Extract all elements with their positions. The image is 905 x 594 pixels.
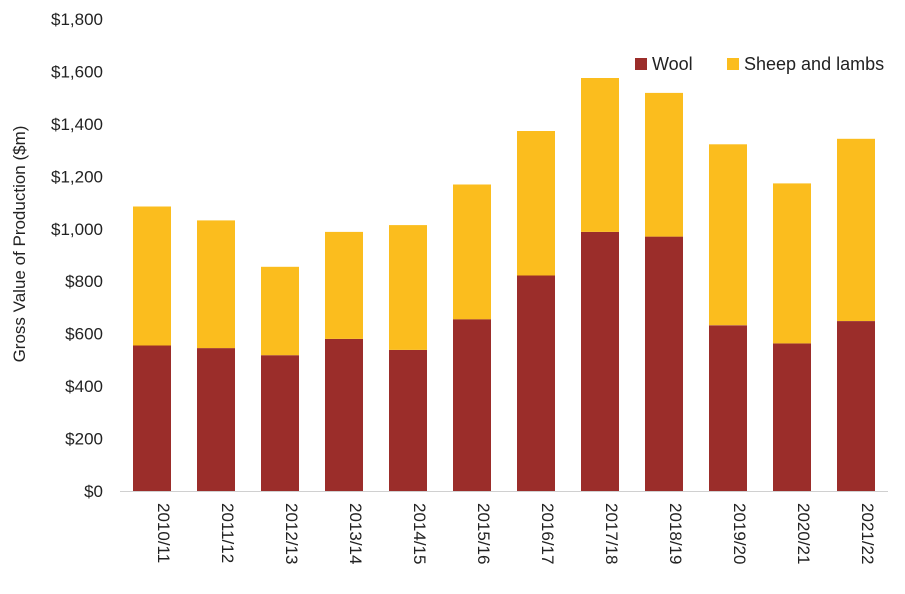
x-tick-label: 2015/16 — [474, 503, 493, 564]
bar-wool — [773, 343, 811, 491]
bar-sheep-and-lambs — [709, 144, 747, 326]
y-tick-label: $1,400 — [51, 115, 103, 134]
y-axis-title: Gross Value of Production ($m) — [10, 126, 29, 363]
bar-sheep-and-lambs — [837, 138, 875, 321]
bar-wool — [837, 321, 875, 491]
y-tick-label: $800 — [65, 272, 103, 291]
legend-swatch-wool — [635, 58, 647, 70]
y-tick-label: $1,200 — [51, 167, 103, 186]
y-tick-label: $1,000 — [51, 220, 103, 239]
bar-sheep-and-lambs — [453, 184, 491, 320]
bar-wool — [197, 348, 235, 491]
x-tick-label: 2010/11 — [154, 503, 173, 563]
legend-label-sheep-and-lambs: Sheep and lambs — [744, 54, 884, 74]
bar-sheep-and-lambs — [517, 131, 555, 276]
y-axis: $0 $200 $400 $600 $800 $1,000 $1,200 $1,400 $1,6… — [51, 10, 103, 501]
y-tick-label: $1,600 — [51, 62, 103, 81]
y-tick-label: $0 — [84, 482, 103, 501]
legend-label-wool: Wool — [652, 54, 693, 74]
x-tick-label: 2012/13 — [282, 503, 301, 564]
bar-wool — [261, 355, 299, 491]
x-tick-label: 2020/21 — [794, 503, 813, 564]
x-tick-label: 2017/18 — [602, 503, 621, 564]
bar-sheep-and-lambs — [325, 231, 363, 339]
y-tick-label: $600 — [65, 325, 103, 344]
y-tick-label: $200 — [65, 430, 103, 449]
y-tick-label: $1,800 — [51, 10, 103, 29]
x-tick-label: 2021/22 — [858, 503, 877, 564]
y-tick-label: $400 — [65, 377, 103, 396]
x-tick-label: 2018/19 — [666, 503, 685, 564]
x-tick-label: 2019/20 — [730, 503, 749, 564]
bar-sheep-and-lambs — [389, 225, 427, 350]
x-tick-label: 2014/15 — [410, 503, 429, 564]
x-tick-label: 2016/17 — [538, 503, 557, 564]
bar-sheep-and-lambs — [581, 78, 619, 232]
bar-wool — [325, 338, 363, 491]
bar-wool — [517, 275, 555, 491]
bar-sheep-and-lambs — [645, 92, 683, 237]
x-axis: 2010/11 2011/12 2012/13 2013/14 2014/15 2015/… — [120, 491, 888, 564]
bar-wool — [581, 231, 619, 491]
bar-wool — [645, 236, 683, 491]
bar-wool — [453, 319, 491, 491]
bar-wool — [389, 349, 427, 491]
x-tick-label: 2011/12 — [218, 503, 237, 563]
bar-sheep-and-lambs — [773, 183, 811, 344]
bar-sheep-and-lambs — [261, 266, 299, 356]
bar-sheep-and-lambs — [197, 220, 235, 349]
x-tick-label: 2013/14 — [346, 503, 365, 564]
bars — [133, 78, 875, 491]
bar-sheep-and-lambs — [133, 206, 171, 346]
legend-swatch-sheep-and-lambs — [727, 58, 739, 70]
bar-wool — [709, 325, 747, 491]
bar-wool — [133, 345, 171, 491]
legend: Wool Sheep and lambs — [635, 54, 884, 74]
